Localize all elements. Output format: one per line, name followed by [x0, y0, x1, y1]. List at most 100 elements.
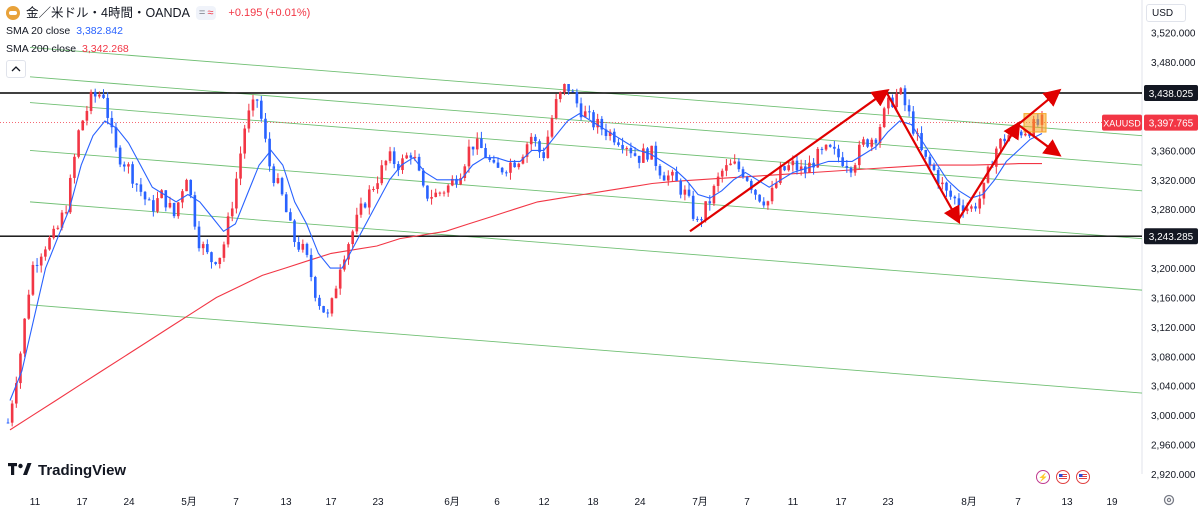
candle-body	[816, 148, 820, 168]
candle-body	[903, 88, 907, 106]
compare-pill[interactable]: = ≈	[195, 6, 217, 20]
candle-body	[982, 182, 986, 199]
candle-body	[795, 160, 799, 171]
chart-legend: 金／米ドル・4時間・OANDA = ≈ +0.195 (+0.01%) SMA …	[6, 4, 310, 78]
candle-body	[612, 131, 616, 143]
settings-gear-icon[interactable]	[1163, 494, 1175, 509]
candle-body	[911, 111, 915, 134]
candle-body	[426, 185, 429, 199]
candle-body	[118, 147, 122, 165]
candle-body	[143, 191, 147, 200]
candles	[6, 83, 1044, 427]
price-change: +0.195 (+0.01%)	[228, 7, 311, 19]
candle-body	[455, 178, 458, 185]
candle-body	[866, 139, 869, 147]
x-tick-label: 17	[835, 497, 847, 508]
candle-body	[206, 244, 209, 253]
candle-body	[376, 183, 379, 190]
gold-symbol-icon	[6, 6, 20, 20]
x-tick-label: 11	[30, 497, 41, 508]
candle-body	[646, 148, 649, 160]
event-icons: ⚡	[1036, 470, 1090, 484]
candle-body	[15, 383, 18, 404]
candle-body	[949, 190, 952, 197]
candle-body	[961, 205, 965, 212]
candle-body	[152, 200, 155, 212]
symbol-title[interactable]: 金／米ドル・4時間・OANDA	[26, 6, 190, 20]
candle-body	[558, 92, 562, 100]
candle-body	[534, 136, 537, 142]
candle-body	[276, 178, 280, 183]
currency-selector[interactable]: USD	[1146, 4, 1186, 22]
candle-body	[741, 169, 745, 177]
x-tick-label: 19	[1106, 497, 1118, 508]
candle-body	[550, 118, 554, 137]
candle-body	[384, 160, 388, 166]
candle-body	[264, 118, 267, 139]
candle-body	[98, 94, 101, 97]
candle-body	[272, 166, 276, 183]
candle-body	[6, 422, 10, 424]
candle-body	[500, 167, 504, 173]
y-tick-label: 3,160.000	[1151, 293, 1196, 304]
candle-body	[1019, 131, 1023, 136]
candle-body	[318, 297, 321, 307]
candle-body	[538, 141, 541, 153]
tradingview-logo[interactable]: TradingView	[8, 462, 126, 479]
candle-body	[397, 164, 400, 171]
y-tick-label: 3,520.000	[1151, 29, 1196, 40]
channel-line	[29, 201, 1143, 291]
candle-body	[488, 157, 492, 160]
channel-line	[29, 76, 1143, 166]
symbol-tag	[1102, 114, 1142, 131]
candle-body	[899, 88, 903, 94]
us-flag-icon[interactable]	[1056, 470, 1070, 484]
candle-body	[77, 130, 80, 157]
lightning-icon[interactable]: ⚡	[1036, 470, 1050, 484]
y-tick-label: 3,360.000	[1151, 146, 1196, 157]
candle-body	[567, 84, 570, 92]
candle-body	[392, 151, 396, 165]
candle-body	[367, 189, 371, 208]
regression-channel	[29, 46, 1143, 394]
candle-body	[687, 189, 691, 196]
candle-body	[313, 277, 317, 298]
us-flag-icon[interactable]	[1076, 470, 1090, 484]
channel-line	[29, 304, 1143, 394]
candle-body	[596, 118, 599, 128]
candle-body	[895, 93, 898, 108]
candle-body	[81, 120, 85, 131]
candle-body	[999, 138, 1002, 149]
candle-body	[64, 212, 68, 214]
candle-body	[970, 206, 973, 209]
candle-body	[779, 166, 782, 184]
candle-body	[417, 156, 421, 171]
last-price-tag	[1144, 114, 1198, 131]
candle-body	[762, 201, 766, 206]
candle-body	[1003, 138, 1006, 142]
sma200-row[interactable]: SMA 200 close 3,342.268	[6, 40, 310, 58]
candle-body	[160, 190, 163, 199]
candle-body	[73, 156, 76, 178]
candle-body	[27, 294, 31, 319]
y-tick-label: 3,200.000	[1151, 264, 1196, 275]
candle-body	[725, 165, 728, 171]
chevron-up-icon[interactable]	[6, 60, 26, 78]
candle-body	[700, 219, 703, 221]
candle-body	[1028, 133, 1031, 137]
last-price-label: 3,397.765	[1149, 119, 1194, 130]
candle-body	[438, 192, 442, 194]
candle-body	[521, 156, 525, 164]
x-tick-label: 8月	[961, 496, 977, 508]
candle-body	[953, 196, 957, 199]
trend-arrow	[885, 91, 961, 225]
candle-body	[226, 216, 230, 245]
candle-body	[147, 199, 151, 201]
candle-body	[305, 243, 309, 255]
candle-body	[1015, 129, 1019, 132]
candle-body	[820, 148, 824, 150]
candle-body	[608, 131, 612, 136]
x-tick-label: 5月	[181, 496, 197, 508]
sma20-row[interactable]: SMA 20 close 3,382.842	[6, 22, 310, 40]
